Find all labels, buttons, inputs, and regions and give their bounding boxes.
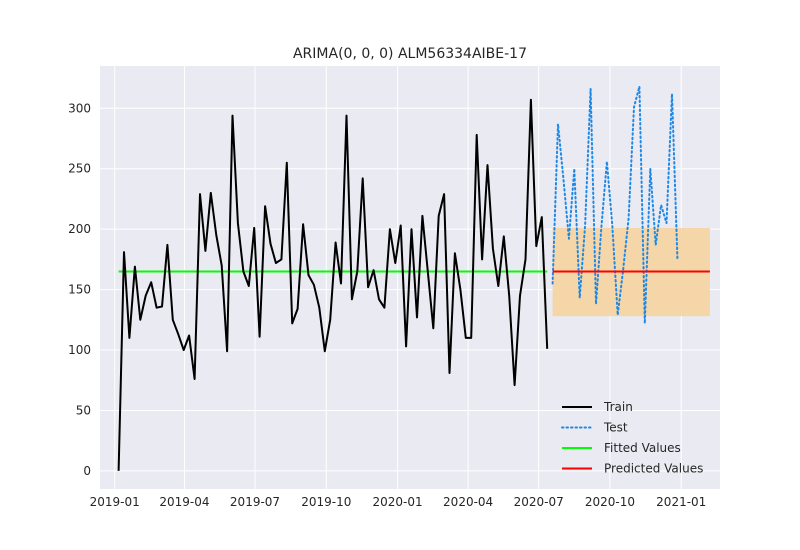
legend-label: Predicted Values — [604, 462, 703, 476]
x-tick-label: 2019-10 — [301, 495, 351, 509]
x-tick-label: 2020-01 — [373, 495, 423, 509]
legend-label: Train — [603, 400, 633, 414]
y-axis-ticks: 0 50 100 150 200 250 300 — [68, 101, 91, 478]
y-tick-label: 50 — [76, 403, 91, 417]
y-tick-label: 300 — [68, 101, 91, 115]
y-tick-label: 200 — [68, 222, 91, 236]
x-tick-label: 2019-01 — [90, 495, 140, 509]
x-tick-label: 2019-04 — [159, 495, 209, 509]
x-tick-label: 2020-04 — [443, 495, 493, 509]
legend: Train Test Fitted Values Predicted Values — [561, 400, 703, 476]
x-axis-ticks: 2019-01 2019-04 2019-07 2019-10 2020-01 2020-… — [90, 495, 707, 509]
y-tick-label: 0 — [83, 464, 91, 478]
legend-label: Fitted Values — [604, 441, 681, 455]
x-tick-label: 2019-07 — [230, 495, 280, 509]
series-test — [551, 85, 679, 325]
y-tick-label: 150 — [68, 283, 91, 297]
series-train — [117, 98, 549, 471]
x-tick-label: 2020-07 — [514, 495, 564, 509]
x-tick-label: 2020-10 — [585, 495, 635, 509]
chart-title: ARIMA(0, 0, 0) ALM56334AIBE-17 — [293, 46, 527, 62]
x-tick-label: 2021-01 — [656, 495, 706, 509]
series-lines — [117, 85, 710, 471]
legend-label: Test — [603, 421, 628, 435]
y-tick-label: 100 — [68, 343, 91, 357]
y-tick-label: 250 — [68, 162, 91, 176]
